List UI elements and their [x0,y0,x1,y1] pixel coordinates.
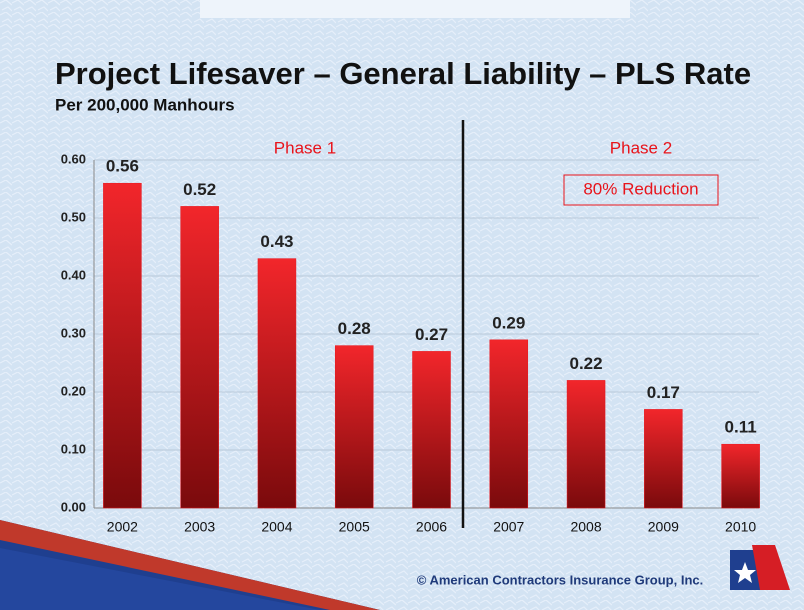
data-label: 0.56 [106,157,139,176]
y-tick-label: 0.00 [61,499,86,514]
chart-subtitle: Per 200,000 Manhours [55,95,235,114]
bar [180,206,219,509]
x-tick-label: 2005 [339,519,370,535]
x-tick-label: 2006 [416,519,447,535]
x-tick-label: 2007 [493,519,524,535]
data-label: 0.17 [647,383,680,402]
bar [103,182,142,509]
y-tick-label: 0.40 [61,267,86,282]
bar [257,258,297,509]
y-tick-label: 0.20 [61,383,86,398]
swoosh-red [0,520,380,610]
x-tick-label: 2010 [725,519,756,535]
bar [566,380,606,509]
bar [334,345,374,509]
x-tick-label: 2002 [107,519,138,535]
swoosh-blue [0,548,320,610]
bar [644,409,683,509]
data-label: 0.27 [415,325,448,344]
data-label: 0.52 [183,180,216,199]
y-tick-label: 0.50 [61,209,86,224]
x-tick-label: 2009 [648,519,679,535]
footer: © American Contractors Insurance Group, … [417,572,704,587]
data-label: 0.11 [725,418,757,437]
annotation: Phase 1 [274,138,336,157]
annotation: Phase 2 [610,138,672,157]
logo [730,545,790,590]
x-tick-label: 2003 [184,519,215,535]
y-tick-label: 0.10 [61,441,86,456]
x-tick-label: 2004 [261,519,292,535]
data-label: 0.28 [338,319,371,338]
data-label: 0.22 [570,354,603,373]
data-label: 0.43 [260,232,293,251]
chart-title: Project Lifesaver – General Liability – … [55,56,751,91]
bar [412,351,451,509]
bar [489,339,529,509]
y-tick-label: 0.30 [61,325,86,340]
annotation-box [563,174,719,206]
bar [721,443,760,509]
annotation: 80% Reduction [583,179,698,198]
top-band [200,0,630,18]
x-tick-label: 2008 [570,519,601,535]
y-tick-label: 0.60 [61,151,86,166]
data-label: 0.29 [492,313,525,332]
